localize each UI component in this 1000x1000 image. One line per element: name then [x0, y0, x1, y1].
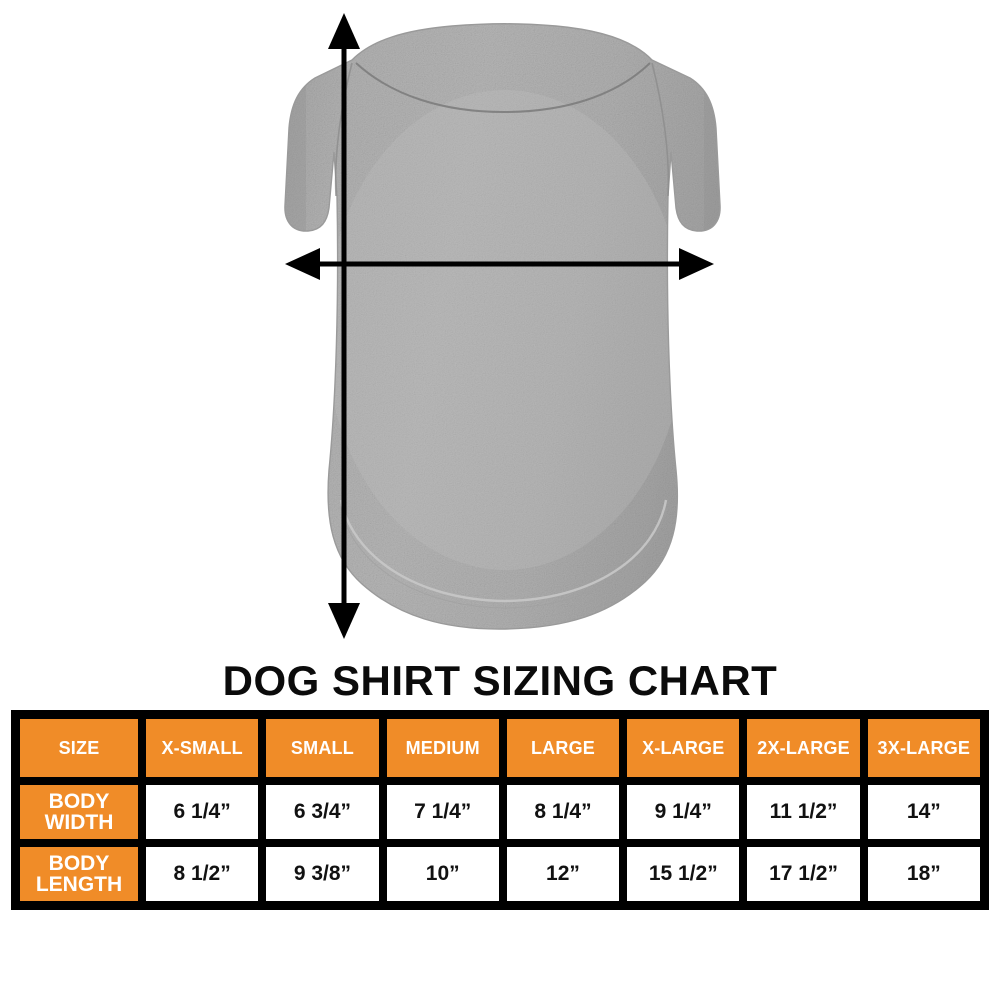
column-header-2x-large: 2X-LARGE [743, 715, 864, 781]
row-label-line1: BODY [48, 852, 110, 875]
product-photo [284, 13, 721, 639]
cell-body-width-2x-large: 11 1/2” [743, 781, 864, 843]
collar-seam [355, 62, 651, 114]
cell-body-width-x-large: 9 1/4” [623, 781, 744, 843]
row-label-line1: BODY [48, 790, 110, 813]
cell-body-width-3x-large: 14” [863, 781, 984, 843]
page-title: DOG SHIRT SIZING CHART [222, 657, 778, 704]
dog-shirt-illustration [284, 13, 721, 639]
right-armhole-seam [651, 62, 670, 197]
cell-body-length-3x-large: 18” [863, 843, 984, 905]
body-length-double-arrow [328, 13, 360, 639]
shirt-body [284, 23, 721, 630]
column-header-3x-large: 3X-LARGE [863, 715, 984, 781]
row-label-body-width: BODY WIDTH [16, 781, 142, 843]
left-armhole-seam [334, 62, 353, 197]
column-header-large: LARGE [502, 715, 624, 781]
column-header-small: SMALL [262, 715, 383, 781]
cell-body-width-x-small: 6 1/4” [142, 781, 263, 843]
cell-body-length-medium: 10” [382, 843, 503, 905]
row-label-body-length: BODY LENGTH [16, 843, 142, 905]
hem-seam-inner [340, 507, 667, 609]
row-label-line2: LENGTH [35, 873, 123, 896]
cell-body-width-medium: 7 1/4” [382, 781, 503, 843]
row-label-line2: WIDTH [44, 811, 114, 834]
cell-body-length-x-large: 15 1/2” [623, 843, 744, 905]
table-header-row: SIZE X-SMALL SMALL MEDIUM LARGE X-LARGE … [16, 715, 984, 781]
table-row-body-length: BODY LENGTH 8 1/2” 9 3/8” 10” 12” 15 1/2… [16, 843, 984, 905]
cell-body-width-large: 8 1/4” [502, 781, 624, 843]
hem-seam [339, 499, 668, 603]
cell-body-length-x-small: 8 1/2” [142, 843, 263, 905]
cell-body-length-large: 12” [502, 843, 624, 905]
cell-body-length-2x-large: 17 1/2” [743, 843, 864, 905]
cell-body-length-small: 9 3/8” [262, 843, 383, 905]
column-header-size: SIZE [16, 715, 142, 781]
column-header-x-small: X-SMALL [142, 715, 263, 781]
body-width-double-arrow [285, 248, 714, 280]
sizing-chart-table: SIZE X-SMALL SMALL MEDIUM LARGE X-LARGE … [11, 710, 989, 910]
cell-body-width-small: 6 3/4” [262, 781, 383, 843]
column-header-x-large: X-LARGE [623, 715, 744, 781]
column-header-medium: MEDIUM [382, 715, 503, 781]
table-row-body-width: BODY WIDTH 6 1/4” 6 3/4” 7 1/4” 8 1/4” 9… [16, 781, 984, 843]
